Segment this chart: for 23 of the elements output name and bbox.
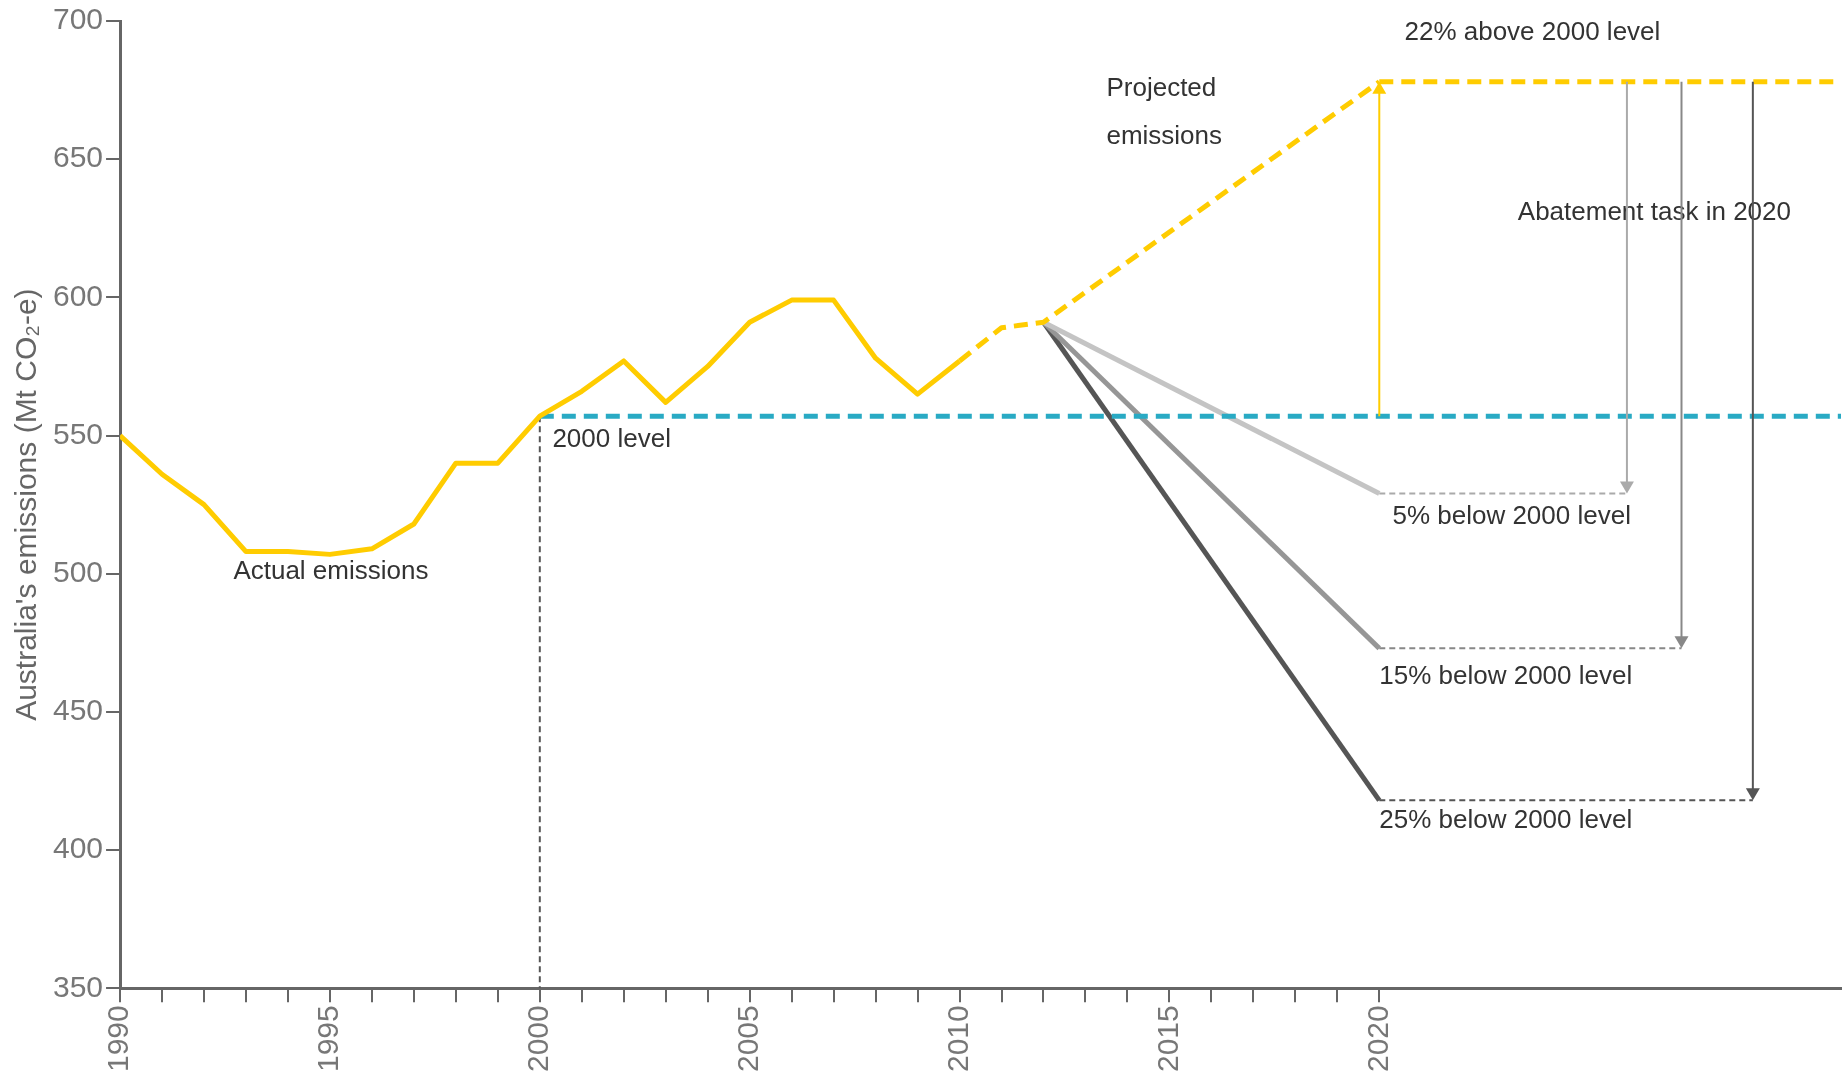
y-tick-label: 350 bbox=[52, 969, 104, 1003]
y-tick-label: 550 bbox=[52, 416, 104, 450]
x-tick-label: 2000 bbox=[521, 1005, 555, 1073]
x-tick-label: 1990 bbox=[101, 1005, 135, 1073]
annotation: 22% above 2000 level bbox=[1404, 16, 1661, 47]
annotation: 15% below 2000 level bbox=[1379, 660, 1633, 691]
y-tick-label: 600 bbox=[52, 278, 104, 312]
x-tick-label: 2005 bbox=[730, 1005, 764, 1073]
annotation: Actual emissions bbox=[233, 555, 429, 586]
y-tick-label: 450 bbox=[52, 693, 104, 727]
y-axis-title: Australia's emissions (Mt CO₂-e) bbox=[9, 288, 43, 721]
y-tick-label: 700 bbox=[52, 2, 104, 36]
x-tick-label: 2020 bbox=[1360, 1005, 1394, 1073]
annotation: 5% below 2000 level bbox=[1392, 499, 1631, 530]
annotation: Projected emissions bbox=[1106, 71, 1223, 150]
y-tick-label: 400 bbox=[52, 831, 104, 865]
x-tick-label: 1995 bbox=[311, 1005, 345, 1073]
annotation: 2000 level bbox=[552, 422, 671, 453]
x-tick-label: 2015 bbox=[1150, 1005, 1184, 1073]
annotation: 25% below 2000 level bbox=[1379, 803, 1633, 834]
y-tick-label: 650 bbox=[52, 140, 104, 174]
x-tick-label: 2010 bbox=[940, 1005, 974, 1073]
y-tick-label: 500 bbox=[52, 554, 104, 588]
